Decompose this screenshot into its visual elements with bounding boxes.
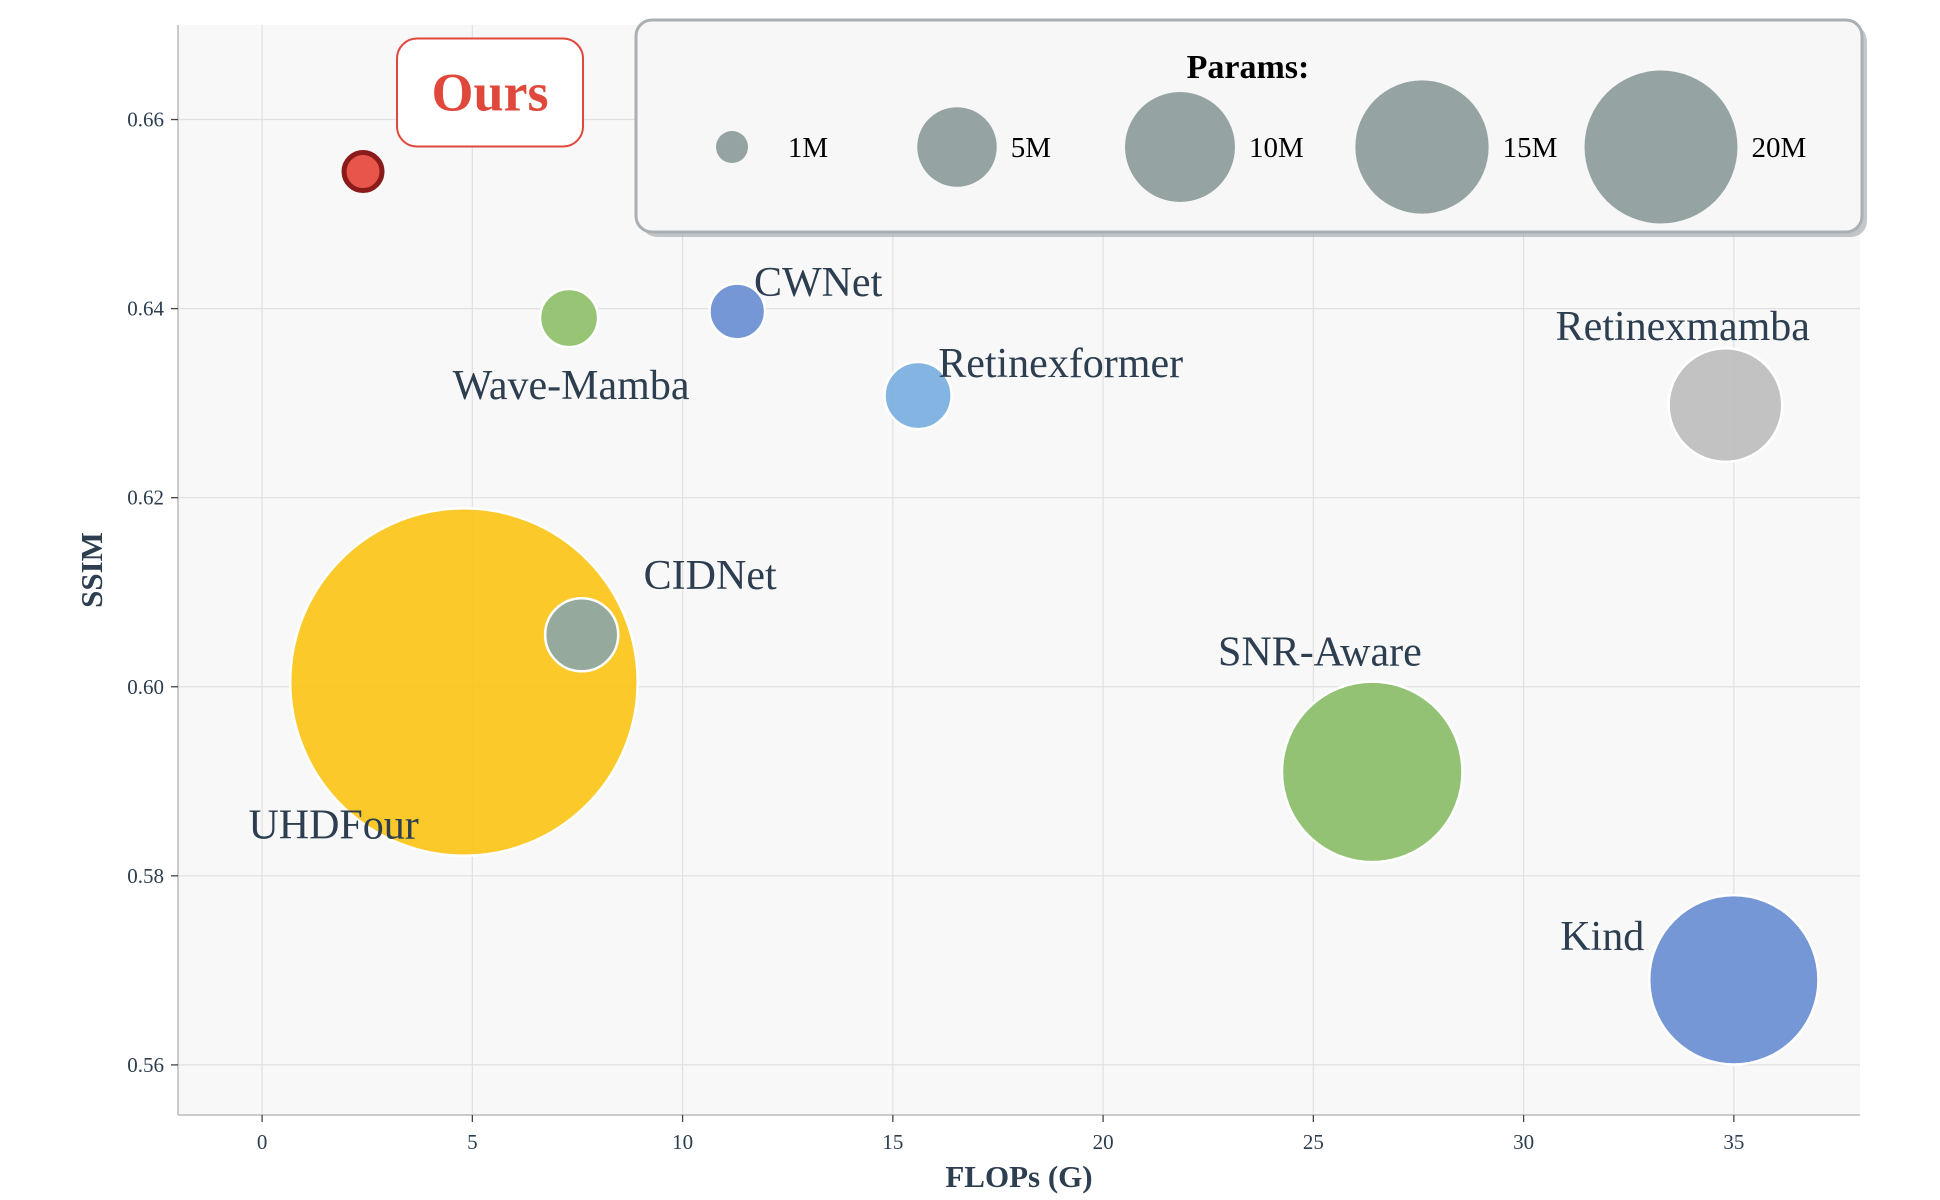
y-tick-label: 0.56	[127, 1053, 164, 1077]
x-tick-label: 35	[1723, 1130, 1744, 1154]
legend-label-5m: 5M	[1011, 132, 1051, 164]
x-axis-title: FLOPs (G)	[945, 1159, 1092, 1194]
y-tick-label: 0.58	[127, 864, 164, 888]
legend-bubble-5m	[917, 107, 997, 187]
bubble-label-snr-aware: SNR-Aware	[1218, 630, 1422, 676]
x-tick-label: 5	[467, 1130, 478, 1154]
bubble-wave-mamba	[538, 287, 600, 349]
legend-label-15m: 15M	[1503, 132, 1558, 164]
ours-label-box	[396, 37, 585, 148]
y-tick-label: 0.62	[127, 486, 164, 510]
bubble-ours	[341, 150, 385, 194]
legend-bubble-1m	[716, 131, 748, 163]
bubble-label-ours: Ours	[432, 63, 549, 123]
bubble-kind	[1647, 893, 1820, 1066]
x-tick-label: 15	[882, 1130, 903, 1154]
bubble-label-cidnet: CIDNet	[644, 553, 777, 599]
legend-bubble-15m	[1355, 80, 1489, 214]
legend-label-20m: 20M	[1751, 132, 1806, 164]
legend-bubble-10m	[1125, 92, 1235, 202]
bubble-cwnet	[708, 282, 767, 341]
bubble-label-uhdfour: UHDFour	[248, 802, 418, 848]
legend-title: Params:	[1187, 49, 1310, 86]
x-tick-label: 20	[1093, 1130, 1114, 1154]
bubble-label-kind: Kind	[1560, 914, 1644, 960]
x-tick-label: 25	[1303, 1130, 1324, 1154]
legend-bubble-20m	[1584, 70, 1738, 224]
bubbles	[288, 150, 1820, 1066]
y-tick-label: 0.64	[127, 297, 164, 321]
y-tick-label: 0.60	[127, 675, 164, 699]
bubble-label-retinexmamba: Retinexmamba	[1556, 304, 1811, 350]
bubble-label-cwnet: CWNet	[754, 260, 883, 306]
bubble-cidnet	[543, 596, 620, 673]
y-tick-label: 0.66	[127, 108, 164, 132]
bubble-uhdfour	[288, 507, 639, 858]
bubble-label-wave-mamba: Wave-Mamba	[453, 363, 690, 409]
params-size-legend: Params: 1M 5M 10M 15M 20M	[634, 18, 1867, 237]
axes: 0 5 10 15 20 25 30 35 0.56 0.58 0.60 0.62 0.64 0.66	[127, 25, 1860, 1154]
bubble-snr-aware	[1280, 680, 1464, 864]
legend-label-10m: 10M	[1249, 132, 1304, 164]
bubble-labels: UHDFour CIDNet Wave-Mamba CWNet Retinexforme…	[248, 37, 1811, 960]
x-tick-label: 30	[1513, 1130, 1534, 1154]
x-tick-label: 10	[672, 1130, 693, 1154]
y-axis-title: SSIM	[74, 532, 109, 608]
bubble-label-retinexformer: Retinexformer	[938, 341, 1183, 387]
legend-label-1m: 1M	[788, 132, 828, 164]
x-tick-label: 0	[257, 1130, 268, 1154]
bubble-retinexformer	[883, 360, 953, 431]
bubble-retinexmamba	[1667, 346, 1784, 464]
